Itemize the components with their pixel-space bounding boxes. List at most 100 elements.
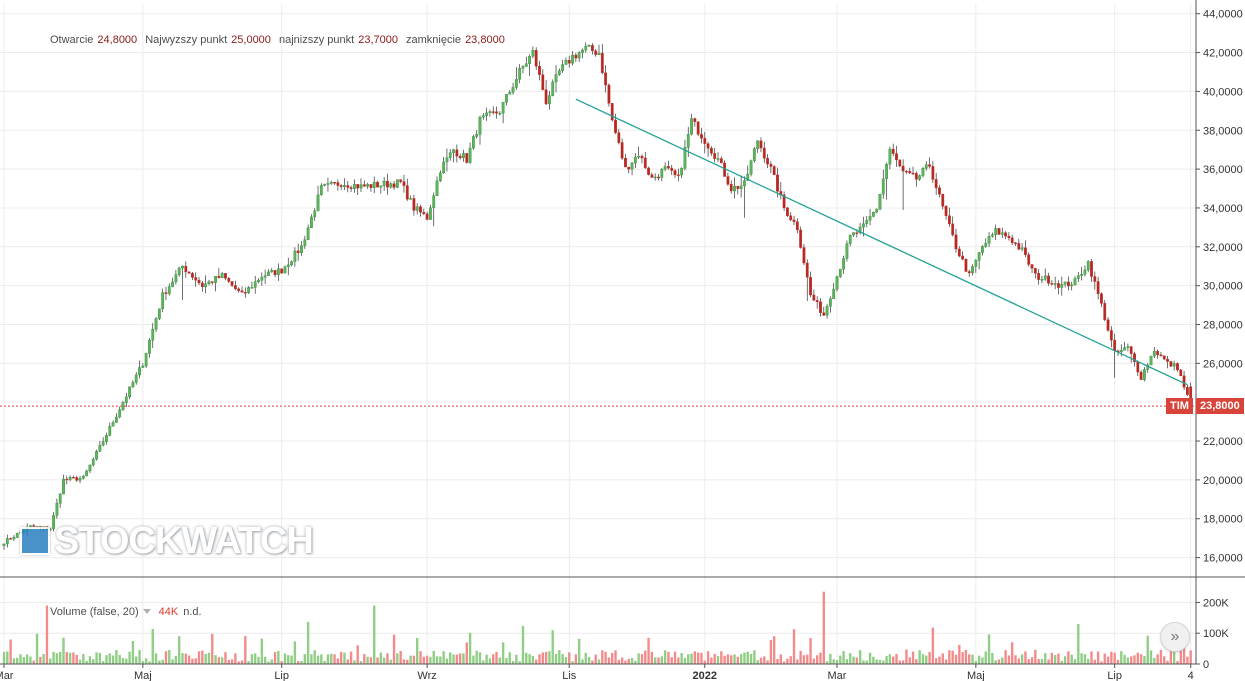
volume-bar	[220, 657, 224, 664]
volume-bar	[660, 656, 663, 664]
candle-body	[667, 166, 670, 169]
volume-bar	[310, 654, 313, 664]
candle-body	[1037, 273, 1041, 280]
candle-body	[726, 176, 730, 185]
price-axis[interactable]: 16,000018,000020,000022,000024,000026,00…	[1196, 9, 1243, 565]
candle-body	[1073, 278, 1077, 285]
volume-bar	[465, 642, 468, 664]
volume-bar	[373, 605, 376, 664]
volume-bar	[954, 654, 958, 664]
volume-bar	[39, 656, 42, 664]
candle-body	[690, 118, 693, 135]
candle-body	[650, 174, 654, 178]
candle-body	[1169, 361, 1173, 367]
candle-body	[640, 155, 644, 159]
volume-axis[interactable]: 0 100K 200K	[1196, 597, 1229, 671]
candle-body	[868, 216, 872, 221]
candle-body	[1182, 375, 1186, 388]
volume-bar	[306, 621, 310, 664]
candle-body	[1159, 354, 1163, 357]
volume-bar	[733, 654, 736, 664]
candle-body	[782, 194, 786, 209]
candle-body	[333, 182, 336, 184]
volume-bar	[756, 660, 759, 664]
volume-bar	[429, 656, 432, 664]
volume-bar	[211, 633, 214, 664]
volume-bar	[290, 655, 293, 664]
volume-bar	[977, 655, 981, 664]
volume-bar	[809, 638, 812, 664]
candle-body	[1096, 281, 1100, 294]
candle-body	[1093, 276, 1097, 282]
volume-bar	[144, 658, 148, 664]
volume-bar	[402, 659, 406, 664]
x-axis-ticks	[3, 664, 1192, 668]
volume-bar	[892, 656, 895, 664]
volume-bar	[1060, 660, 1063, 664]
candle-body	[114, 416, 118, 423]
candle-body	[313, 210, 317, 218]
candle-body	[111, 422, 115, 427]
volume-bar	[905, 649, 908, 664]
volume-bar	[425, 655, 429, 664]
candle-body	[270, 270, 274, 273]
candle-body	[1162, 355, 1166, 360]
volume-bar	[587, 656, 591, 664]
volume-bar	[1020, 654, 1024, 664]
volume-bar	[72, 652, 75, 664]
candle-body	[670, 167, 674, 171]
volume-bar	[1083, 654, 1087, 664]
volume-bar	[6, 651, 9, 664]
candle-body	[161, 292, 165, 309]
volume-bar	[845, 659, 849, 664]
volume-bar	[59, 651, 62, 664]
candle-body	[200, 282, 204, 288]
candle-body	[961, 255, 965, 260]
candle-body	[58, 493, 62, 504]
candle-body	[181, 265, 184, 269]
volume-bar	[882, 660, 885, 664]
volume-legend[interactable]: Volume (false, 20) 44K n.d.	[50, 606, 202, 618]
volume-bar	[323, 660, 326, 664]
candle-body	[498, 112, 502, 115]
bar-chart-icon	[20, 527, 50, 555]
candle-body	[660, 169, 664, 178]
volume-bar	[115, 650, 118, 664]
candle-body	[835, 276, 839, 290]
last-price-tag: TIM 23,8000	[1166, 398, 1244, 415]
scroll-to-latest-button[interactable]: »	[1160, 622, 1190, 652]
volume-bar	[485, 654, 488, 664]
candle-body	[392, 183, 396, 188]
volume-bar	[1110, 651, 1113, 664]
candle-body	[981, 246, 984, 253]
candle-body	[1126, 346, 1130, 348]
volume-tick-label: 200K	[1203, 597, 1229, 609]
volume-bar	[736, 656, 740, 664]
time-axis[interactable]: Mar Maj Lip Wrz Lis 2022 Mar Maj Lip 4	[0, 670, 1194, 681]
volume-bar	[1189, 650, 1192, 664]
candle-body	[1017, 243, 1021, 250]
volume-bar	[131, 640, 135, 664]
candle-body	[571, 54, 574, 64]
volume-bar	[525, 652, 528, 664]
trend-line[interactable]	[575, 98, 1188, 386]
volume-bar	[1133, 655, 1136, 664]
last-price-value: 23,8000	[1195, 398, 1244, 415]
candle-body	[405, 185, 409, 200]
volume-bar	[128, 651, 131, 664]
volume-bar	[1090, 651, 1093, 664]
volume-bar	[386, 653, 389, 664]
candle-body	[293, 250, 297, 262]
volume-bar	[958, 644, 961, 664]
volume-bar	[349, 651, 353, 664]
chevron-down-icon[interactable]	[142, 609, 151, 615]
volume-bar	[868, 652, 872, 664]
volume-bar	[637, 653, 640, 664]
candle-body	[776, 174, 779, 192]
candle-body	[15, 533, 19, 538]
candle-body	[914, 173, 918, 180]
volume-bar	[101, 661, 105, 664]
candle-body	[32, 525, 36, 527]
candle-body	[901, 165, 905, 172]
